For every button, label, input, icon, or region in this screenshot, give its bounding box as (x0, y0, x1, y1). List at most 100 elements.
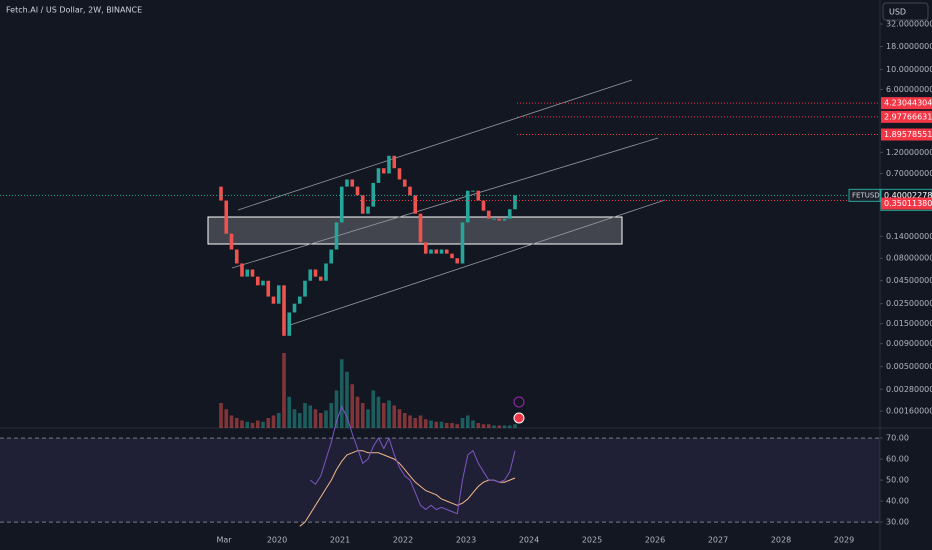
volume-bar (397, 409, 402, 428)
candle-body (240, 263, 244, 277)
candle-body (282, 285, 286, 336)
volume-bar (292, 409, 297, 428)
candle-body (261, 280, 265, 286)
volume-bar (329, 403, 334, 428)
volume-bar (444, 423, 449, 428)
candle-body (471, 190, 475, 192)
candle-body (276, 285, 281, 304)
candle-body (324, 263, 328, 281)
candle-body (371, 182, 376, 207)
volume-bar (313, 409, 318, 428)
event-icon (513, 412, 525, 424)
volume-bar (276, 413, 281, 428)
volume-bar (513, 424, 517, 428)
y-tick-label: 1.20000000 (886, 148, 932, 157)
y-tick-label: 6.00000000 (886, 85, 932, 94)
price-tag-label: 2.97766631 (884, 112, 932, 121)
volume-bar (345, 371, 349, 428)
candle-body (460, 222, 465, 264)
rsi-tick-label: 30.00 (886, 518, 909, 527)
volume-bar (450, 423, 454, 428)
rsi-tick-label: 60.00 (886, 455, 909, 464)
y-tick-label: 0.04500000 (886, 276, 932, 285)
volume-bar (408, 415, 412, 428)
currency-button[interactable] (882, 2, 929, 21)
volume-bar (255, 420, 260, 428)
volume-bar (234, 418, 239, 428)
y-tick-label: 0.14000000 (886, 232, 932, 241)
symbol-title: Fetch.AI / US Dollar, 2W, BINANCE (6, 6, 142, 15)
channel-upper (237, 79, 633, 211)
candle-body (245, 269, 250, 277)
y-tick-label: 0.70000000 (886, 169, 932, 178)
volume-bar (465, 415, 470, 428)
x-tick-label: 2026 (645, 536, 665, 545)
candle-body (476, 190, 481, 201)
candle-body (376, 168, 381, 183)
volume-bar (507, 425, 512, 428)
candle-body (413, 195, 418, 214)
prev-price-tag (881, 197, 932, 210)
volume-bar (266, 418, 271, 428)
volume-bar (492, 425, 496, 428)
y-tick-label: 10.00000000 (886, 65, 932, 74)
candle-body (303, 280, 307, 297)
volume-bar (460, 418, 465, 428)
candle-body (387, 155, 391, 174)
candle-body (481, 200, 486, 211)
candle-body (287, 312, 292, 336)
candle-body (271, 296, 276, 304)
support-zone (207, 216, 623, 245)
candle-body (492, 218, 496, 220)
price-tag-label: 4.23044304 (884, 99, 932, 108)
volume-bar (224, 409, 229, 428)
price-tag (881, 97, 932, 110)
volume-bar (350, 384, 355, 428)
x-tick-label: 2024 (519, 536, 539, 545)
candle-body (486, 210, 491, 219)
candle-body (455, 258, 460, 264)
candle-body (513, 195, 517, 210)
volume-bar (360, 403, 365, 428)
volume-bar (387, 400, 391, 428)
x-tick-label: 2029 (834, 536, 854, 545)
prev-price-label: 0.35011380 (884, 199, 932, 208)
candle-body (439, 249, 444, 254)
price-tag (881, 128, 932, 141)
volume-bar (476, 423, 481, 428)
x-tick-label: 2028 (771, 536, 791, 545)
price-tag-label: 1.89578551 (884, 130, 932, 139)
volume-bar (308, 405, 313, 428)
volume-bar (497, 425, 502, 428)
volume-bar (381, 403, 386, 428)
y-tick-label: 0.00280000 (886, 385, 932, 394)
volume-bar (481, 424, 486, 428)
volume-bar (261, 421, 265, 428)
rsi-line (309, 405, 516, 515)
plot: 32.00000000 18.00000000 10.00000000 6.00000… (0, 20, 932, 545)
x-tick-label: 2020 (267, 536, 287, 545)
volume-bar (287, 396, 292, 428)
volume-bar (455, 424, 460, 428)
volume-bar (334, 390, 339, 428)
price-tag (881, 110, 932, 123)
volume-bar (240, 420, 244, 428)
volume-bar (413, 418, 418, 428)
candle-body (329, 249, 334, 264)
volume-bar (271, 415, 276, 428)
candle-body (292, 303, 297, 313)
candle-body (339, 186, 344, 223)
y-tick-label: 18.00000000 (886, 42, 932, 51)
y-tick-label: 0.00160000 (886, 407, 932, 416)
candle-body (345, 179, 349, 187)
rsi-ma-line (299, 450, 516, 527)
y-tick-label: 32.00000000 (886, 20, 932, 29)
candle-body (250, 269, 255, 277)
y-tick-label: 0.01500000 (886, 319, 932, 328)
candle-body (334, 222, 339, 250)
volume-bar (318, 413, 323, 428)
volume-bar (402, 413, 407, 428)
candle-body (308, 269, 313, 281)
volume-bar (339, 359, 344, 428)
